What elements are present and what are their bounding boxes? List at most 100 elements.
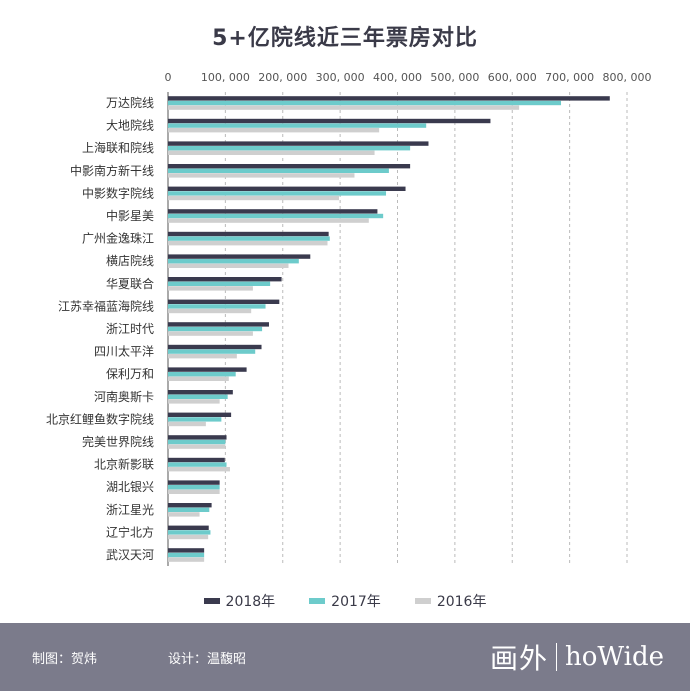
x-tick-label: 0 — [165, 71, 172, 84]
bar-2018年 — [168, 164, 411, 169]
bar-2016年 — [168, 218, 369, 223]
bar-2018年 — [168, 322, 269, 327]
bar-2016年 — [168, 150, 375, 155]
logo-cn-text: 画外 — [489, 642, 548, 675]
bar-2018年 — [168, 390, 233, 395]
designer-credit: 设计：温馥昭 — [168, 652, 247, 667]
chart-maker-credit: 制图：贺炜 — [32, 652, 98, 667]
category-label: 浙江星光 — [106, 503, 154, 517]
bar-2016年 — [168, 173, 355, 178]
bar-2016年 — [168, 467, 230, 472]
x-tick-label: 200, 000 — [258, 71, 307, 84]
category-label: 武汉天河 — [106, 548, 154, 562]
legend: 2018年 2017年 2016年 — [0, 591, 690, 611]
legend-swatch — [309, 598, 326, 604]
category-label: 辽宁北方 — [106, 524, 154, 539]
bar-2018年 — [168, 299, 280, 304]
bar-2017年 — [168, 259, 299, 264]
bar-2018年 — [168, 141, 429, 146]
bar-2017年 — [168, 100, 562, 106]
legend-swatch — [203, 598, 220, 604]
bar-2017年 — [168, 326, 263, 332]
category-label: 大地院线 — [106, 119, 154, 133]
category-label: 江苏幸福蓝海院线 — [58, 298, 154, 313]
bar-2016年 — [168, 241, 328, 246]
category-label: 华夏联合 — [106, 276, 154, 291]
bar-2017年 — [168, 485, 220, 490]
legend-label: 2018年 — [225, 594, 276, 610]
bar-2016年 — [168, 557, 205, 562]
x-tick-label: 100, 000 — [201, 71, 250, 84]
category-label: 湖北银兴 — [106, 479, 154, 494]
bar-2017年 — [168, 462, 227, 467]
bar-2017年 — [168, 213, 384, 219]
bar-2018年 — [168, 367, 247, 372]
bar-2018年 — [168, 209, 378, 214]
category-label: 北京新影联 — [94, 457, 154, 472]
category-label: 中影数字院线 — [82, 185, 154, 200]
bar-2017年 — [168, 530, 211, 535]
bar-2018年 — [168, 254, 311, 259]
logo-en-text: hoWide — [564, 642, 664, 672]
category-label: 中影星美 — [106, 208, 154, 223]
legend-label: 2016年 — [436, 594, 487, 610]
bar-2018年 — [168, 277, 282, 282]
bar-2017年 — [168, 394, 228, 399]
bar-2017年 — [168, 236, 330, 241]
bar-2018年 — [168, 96, 610, 101]
bar-2016年 — [168, 399, 220, 404]
bar-2016年 — [168, 263, 289, 268]
bar-chart: 0 100, 000 200, 000 300, 000 400, 000 500, 00… — [46, 71, 652, 566]
bar-2017年 — [168, 123, 427, 128]
bar-2017年 — [168, 191, 387, 196]
bar-2017年 — [168, 507, 210, 512]
category-label: 四川太平洋 — [94, 344, 154, 359]
bar-2016年 — [168, 489, 220, 494]
bar-2017年 — [168, 417, 222, 422]
bar-2016年 — [168, 421, 206, 427]
category-label: 河南奥斯卡 — [94, 389, 154, 404]
footer: 制图：贺炜 设计：温馥昭 画外 hoWide — [0, 623, 690, 691]
bar-2017年 — [168, 281, 271, 286]
bar-2018年 — [168, 525, 209, 530]
legend-item: 2017年 — [309, 591, 381, 611]
category-label: 横店院线 — [106, 254, 154, 268]
bar-2016年 — [168, 331, 253, 336]
bar-2018年 — [168, 457, 225, 463]
bar-2016年 — [168, 286, 253, 291]
x-tick-label: 700, 000 — [545, 71, 594, 84]
x-tick-label: 500, 000 — [430, 71, 479, 84]
bar-2016年 — [168, 444, 226, 449]
x-tick-label: 400, 000 — [373, 71, 422, 84]
category-label: 万达院线 — [106, 96, 154, 110]
howide-logo: 画外 hoWide — [490, 637, 664, 677]
bar-2018年 — [168, 186, 406, 191]
category-label: 中影南方新干线 — [70, 163, 154, 178]
bar-2016年 — [168, 195, 339, 201]
x-tick-label: 300, 000 — [316, 71, 365, 84]
category-label: 保利万和 — [106, 367, 154, 381]
bar-2018年 — [168, 118, 491, 124]
legend-item: 2018年 — [203, 591, 276, 611]
bar-2016年 — [168, 376, 229, 381]
bar-2018年 — [168, 548, 205, 553]
bar-2016年 — [168, 534, 209, 540]
bar-2017年 — [168, 168, 389, 173]
chart-title: 5+亿院线近三年票房对比 — [212, 26, 478, 51]
bar-2016年 — [168, 512, 200, 517]
bar-2017年 — [168, 552, 205, 558]
bar-2018年 — [168, 412, 232, 417]
logo-divider — [555, 643, 557, 671]
category-label: 广州金逸珠江 — [82, 231, 154, 246]
bar-2016年 — [168, 308, 252, 314]
bar-2018年 — [168, 503, 212, 508]
bar-2016年 — [168, 128, 380, 133]
legend-label: 2017年 — [331, 594, 381, 610]
bar-2017年 — [168, 439, 226, 445]
category-label: 完美世界院线 — [82, 434, 154, 449]
legend-item: 2016年 — [414, 591, 487, 611]
legend-swatch — [414, 598, 431, 604]
x-tick-label: 800, 000 — [603, 71, 652, 84]
category-label: 上海联和院线 — [82, 140, 154, 155]
bar-2018年 — [168, 231, 329, 237]
